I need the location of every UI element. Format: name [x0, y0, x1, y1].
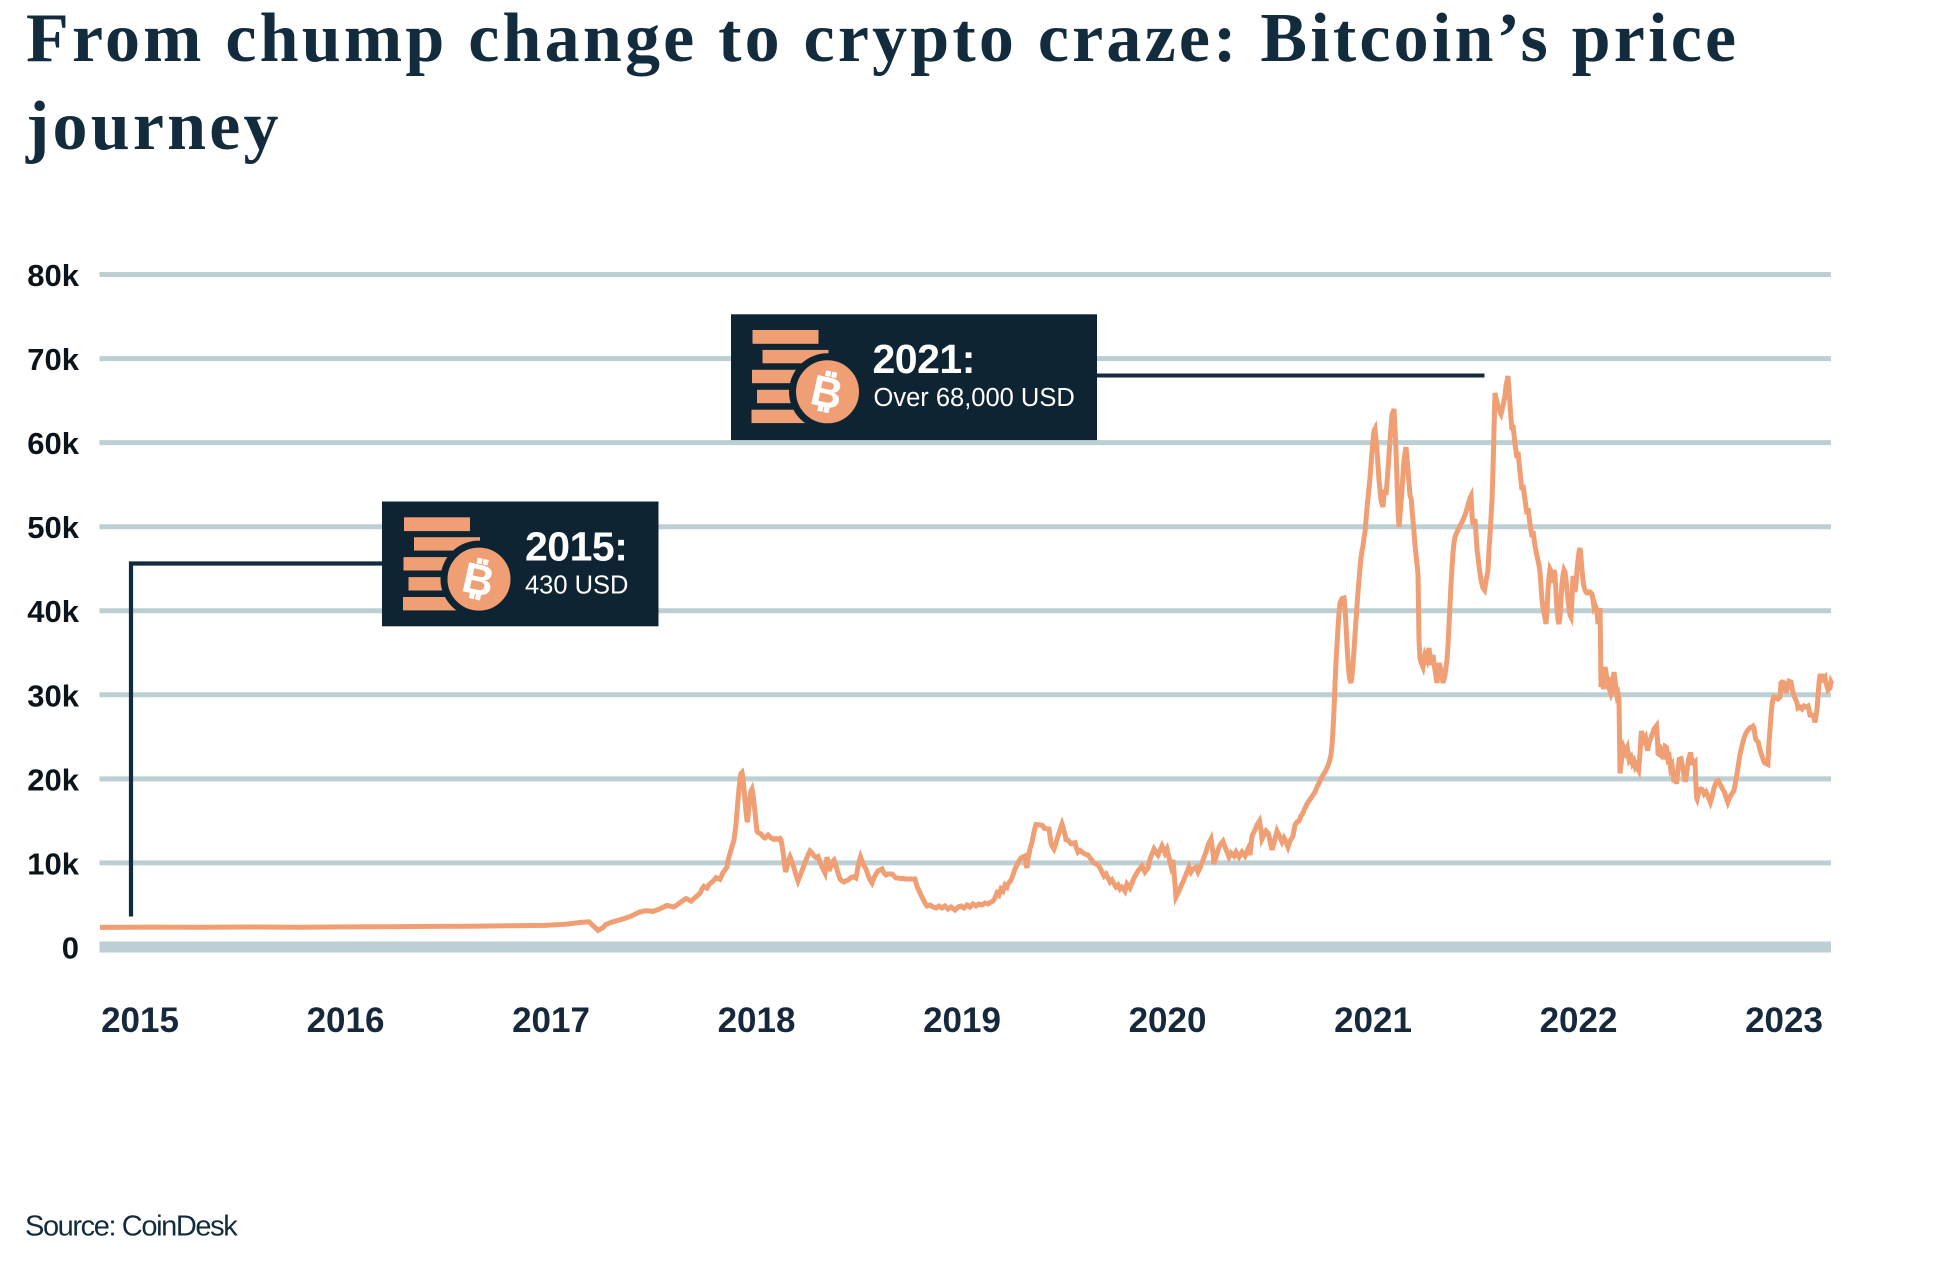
svg-text:journey: journey	[25, 88, 282, 165]
svg-text:2016: 2016	[307, 1001, 385, 1040]
svg-text:0: 0	[62, 931, 79, 966]
svg-text:Over 68,000 USD: Over 68,000 USD	[874, 384, 1075, 412]
svg-text:20k: 20k	[27, 762, 79, 797]
svg-text:2021:: 2021:	[873, 336, 975, 382]
svg-text:2021: 2021	[1334, 1001, 1412, 1040]
svg-text:2018: 2018	[718, 1001, 796, 1040]
svg-text:2017: 2017	[512, 1001, 590, 1040]
svg-text:50k: 50k	[27, 510, 79, 545]
svg-text:80k: 80k	[27, 258, 79, 293]
svg-text:10k: 10k	[27, 846, 79, 881]
svg-text:2015:: 2015:	[525, 524, 627, 570]
svg-text:2020: 2020	[1129, 1001, 1207, 1040]
svg-text:2022: 2022	[1540, 1001, 1618, 1040]
svg-text:2019: 2019	[923, 1001, 1001, 1040]
svg-text:Source: CoinDesk: Source: CoinDesk	[25, 1211, 238, 1243]
svg-text:40k: 40k	[27, 594, 79, 629]
svg-text:60k: 60k	[27, 426, 79, 461]
svg-text:430 USD: 430 USD	[525, 571, 628, 599]
svg-text:30k: 30k	[27, 678, 79, 713]
svg-text:From chump change to crypto cr: From chump change to crypto craze: Bitco…	[26, 0, 1739, 77]
svg-text:2023: 2023	[1745, 1001, 1823, 1040]
svg-text:70k: 70k	[27, 342, 79, 377]
svg-text:2015: 2015	[101, 1001, 179, 1040]
